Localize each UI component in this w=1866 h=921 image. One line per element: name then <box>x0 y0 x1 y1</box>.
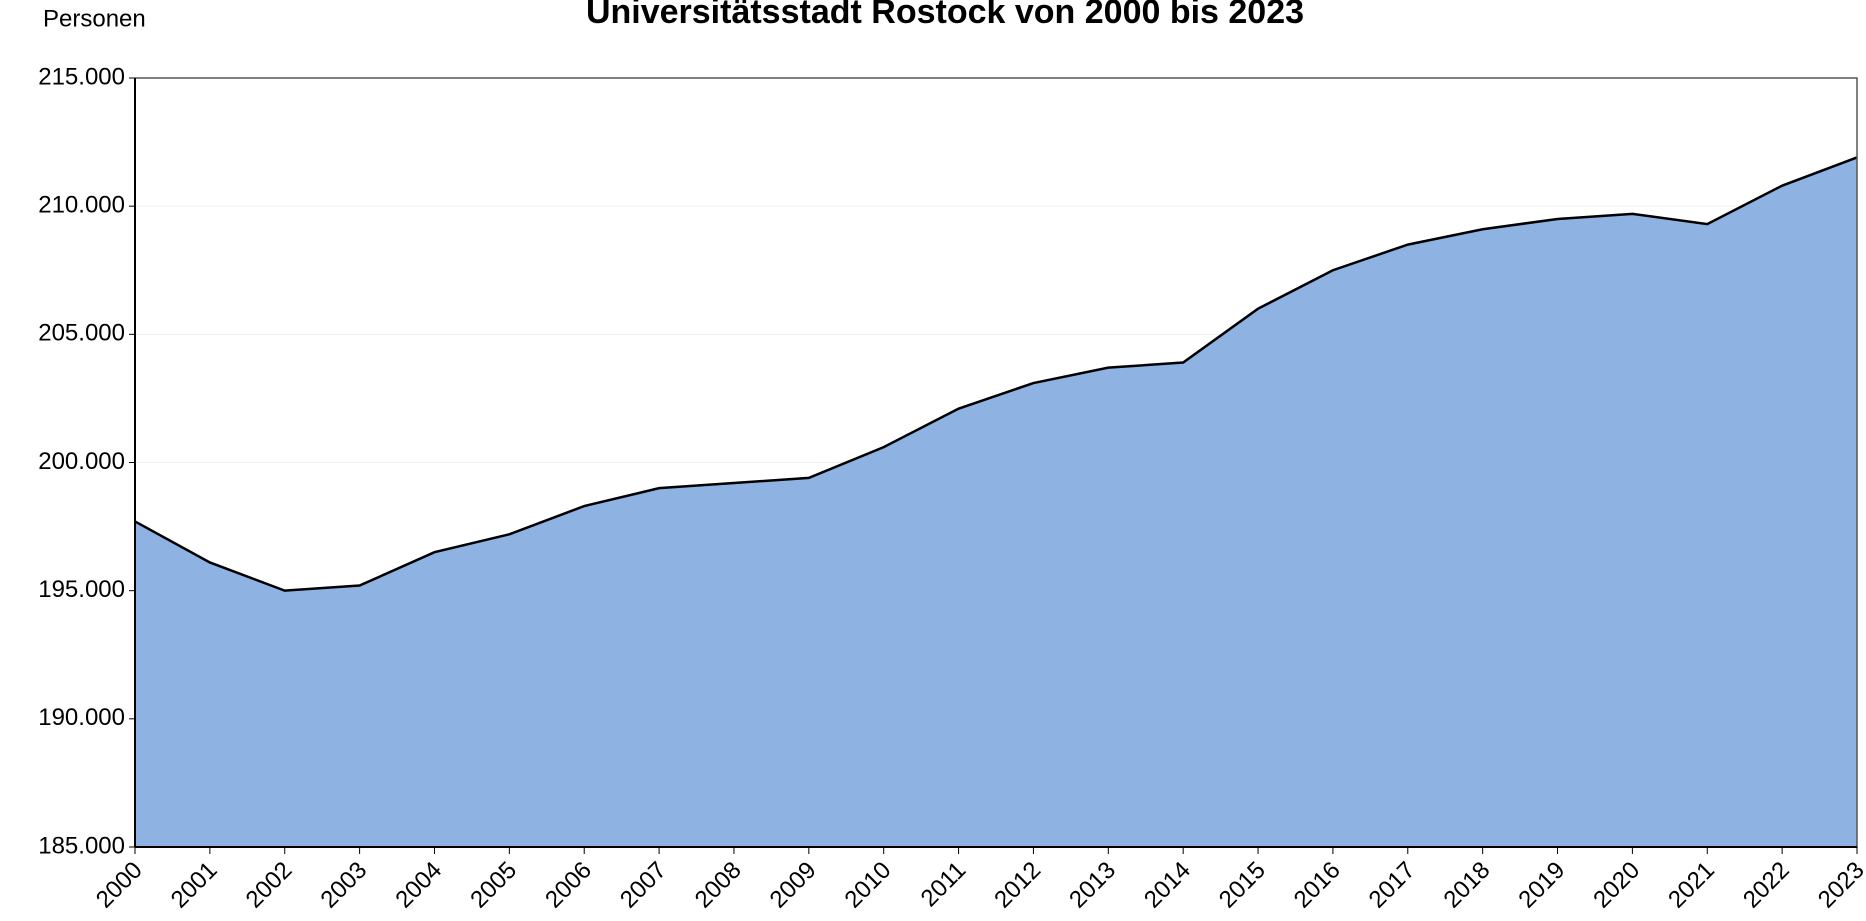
x-tick-label: 2019 <box>1513 857 1570 914</box>
x-tick-label: 2004 <box>390 857 447 914</box>
y-tick-label: 195.000 <box>38 576 125 603</box>
x-tick-label: 2007 <box>615 857 672 914</box>
y-tick-label: 210.000 <box>38 192 125 219</box>
x-tick-label: 2013 <box>1064 857 1121 914</box>
x-tick-label: 2020 <box>1588 857 1645 914</box>
x-tick-label: 2003 <box>315 857 372 914</box>
x-tick-label: 2008 <box>690 857 747 914</box>
y-tick-label: 185.000 <box>38 832 125 859</box>
x-tick-label: 2011 <box>916 857 972 913</box>
y-tick-label: 190.000 <box>38 704 125 731</box>
x-tick-label: 2002 <box>241 857 298 914</box>
x-tick-label: 2018 <box>1439 857 1496 914</box>
x-tick-label: 2015 <box>1214 857 1271 914</box>
x-tick-label: 2021 <box>1663 857 1720 914</box>
y-tick-label: 215.000 <box>38 63 125 90</box>
x-tick-label: 2000 <box>91 857 148 914</box>
x-tick-label: 2009 <box>765 857 822 914</box>
y-tick-label: 200.000 <box>38 448 125 475</box>
x-tick-label: 2001 <box>166 857 223 914</box>
x-tick-label: 2023 <box>1813 857 1866 914</box>
chart-title: Universitätsstadt Rostock von 2000 bis 2… <box>586 0 1304 31</box>
x-tick-label: 2006 <box>540 857 597 914</box>
x-tick-label: 2014 <box>1139 857 1196 914</box>
x-tick-label: 2010 <box>840 857 897 914</box>
x-tick-label: 2017 <box>1364 857 1421 914</box>
x-tick-label: 2005 <box>465 857 522 914</box>
line <box>134 156 1858 592</box>
y-tick-label: 205.000 <box>38 320 125 347</box>
y-axis-label: Personen <box>43 5 146 32</box>
x-tick-label: 2016 <box>1289 857 1346 914</box>
x-tick-label: 2012 <box>989 857 1046 914</box>
x-tick-label: 2022 <box>1738 857 1795 914</box>
area <box>135 157 1857 848</box>
